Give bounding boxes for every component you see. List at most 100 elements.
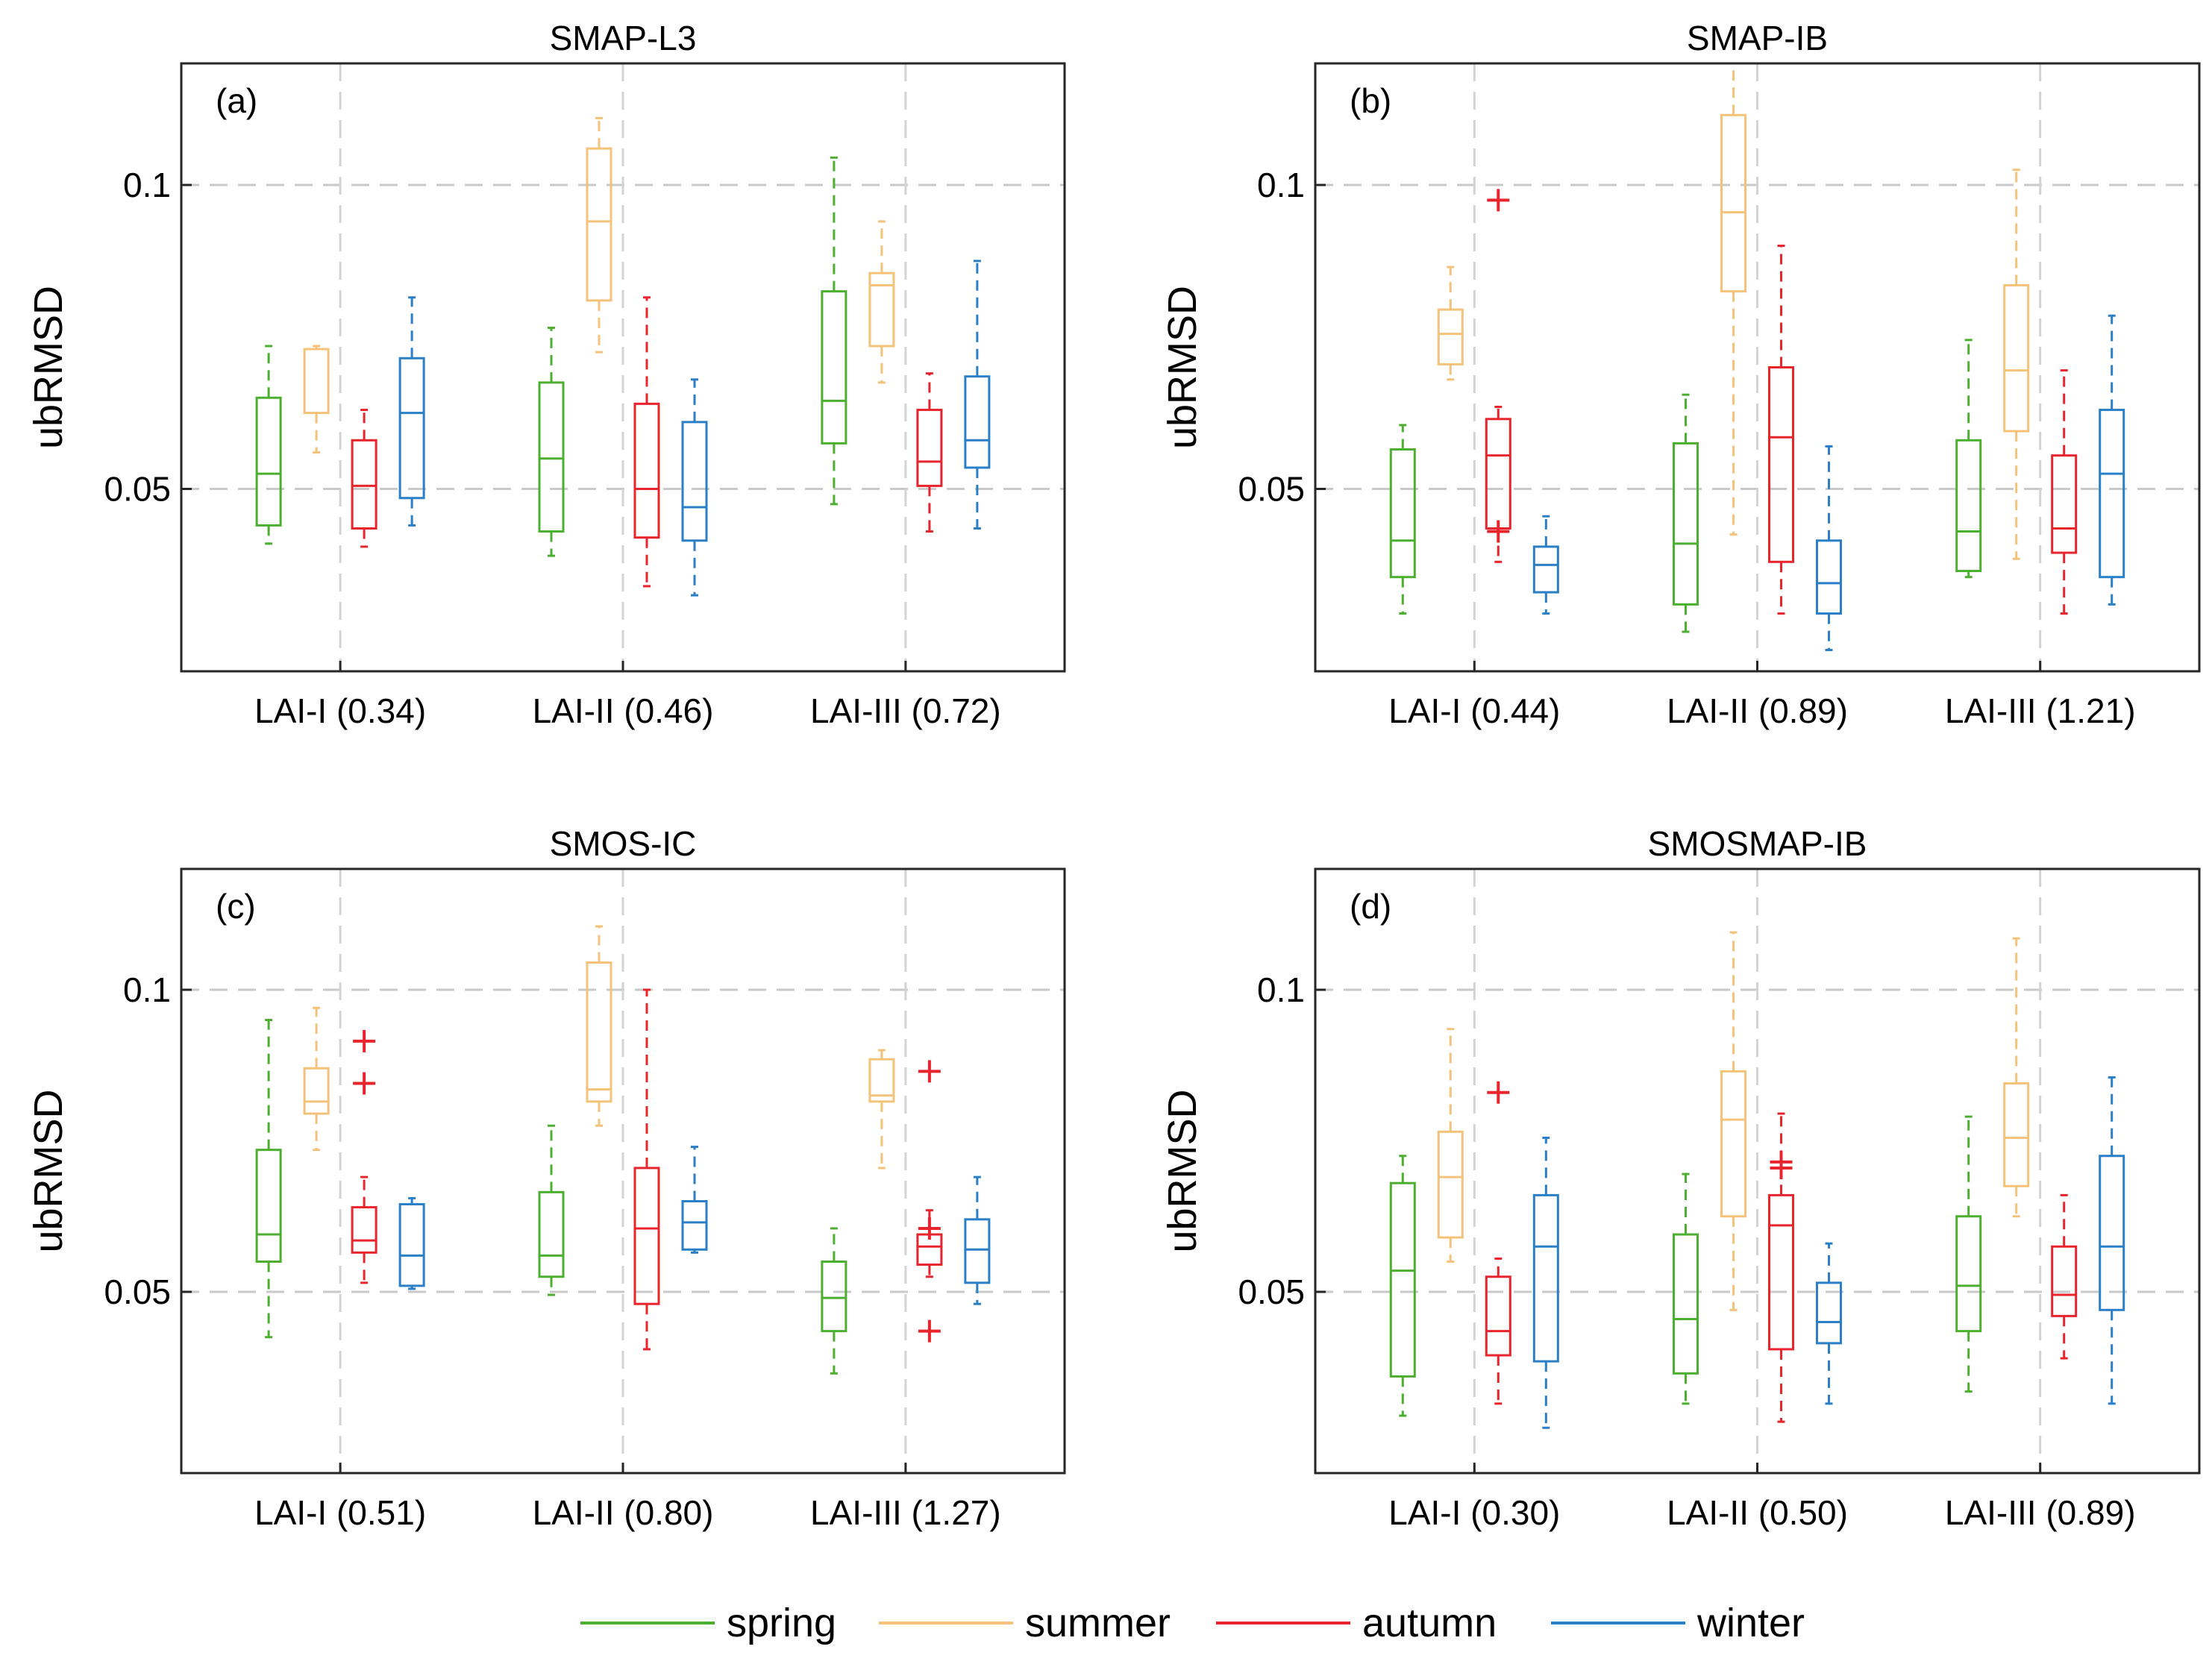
outlier-marker [918, 1060, 941, 1083]
box-autumn-1 [351, 409, 377, 548]
x-tick-label: LAI-I (0.30) [1388, 1493, 1560, 1532]
box-body [2099, 409, 2125, 579]
box-body [1485, 418, 1511, 530]
box-body [633, 1167, 660, 1305]
box-body [1532, 545, 1559, 594]
box-autumn-3 [2051, 369, 2078, 615]
box-summer-2 [586, 116, 612, 354]
box-body [2051, 454, 2078, 554]
legend-item-winter: winter [1551, 1601, 1805, 1645]
chart-panel-4: 0.05 0.1 LAI-I (0.30) LAI-II (0.50) LAI-III … [1160, 824, 2201, 1532]
box-autumn-2 [1768, 1112, 1794, 1423]
box-winter-2 [681, 378, 708, 597]
box-winter-2 [1816, 445, 1842, 651]
outlier-marker [1487, 189, 1510, 212]
box-body [351, 1206, 377, 1254]
box-body [398, 1203, 425, 1287]
box-winter-1 [398, 1196, 425, 1290]
box-body [1389, 448, 1416, 579]
box-winter-2 [1816, 1242, 1842, 1405]
box-body [1720, 113, 1746, 293]
panel-label: (d) [1350, 887, 1391, 926]
box-summer-3 [868, 220, 895, 384]
box-spring-3 [1955, 339, 1982, 579]
outlier-marker [1487, 1081, 1510, 1104]
box-body [538, 381, 565, 533]
box-winter-2 [681, 1146, 708, 1254]
outlier-marker [1770, 1150, 1793, 1173]
legend-label: summer [1025, 1601, 1171, 1645]
y-tick-label: 0.05 [104, 1272, 171, 1311]
outlier-marker [353, 1029, 376, 1052]
legend-label: winter [1696, 1601, 1805, 1645]
box-spring-3 [821, 156, 847, 506]
y-axis-label: ubRMSD [26, 286, 71, 449]
outlier-marker [353, 1072, 376, 1095]
box-spring-2 [538, 327, 565, 557]
panel-label: (b) [1350, 81, 1391, 120]
box-winter-3 [964, 1175, 991, 1305]
y-axis-label: ubRMSD [26, 1089, 71, 1252]
box-body [351, 439, 377, 530]
box-summer-2 [586, 925, 612, 1127]
box-body [1389, 1181, 1416, 1378]
x-tick-label: LAI-II (0.50) [1667, 1493, 1848, 1532]
box-summer-3 [2003, 937, 2030, 1218]
legend: spring summer autumn winter [580, 1601, 1805, 1645]
box-body [2099, 1155, 2125, 1311]
box-spring-2 [1673, 1173, 1699, 1405]
box-winter-1 [1532, 515, 1559, 615]
box-body [868, 1058, 895, 1103]
box-body [586, 147, 612, 302]
box-body [538, 1190, 565, 1278]
y-tick-label: 0.1 [1257, 166, 1305, 204]
y-tick-label: 0.1 [123, 166, 171, 204]
box-autumn-2 [633, 296, 660, 588]
box-winter-1 [398, 296, 425, 527]
box-body [255, 1149, 282, 1264]
box-body [1816, 1281, 1842, 1345]
box-spring-2 [1673, 393, 1699, 633]
box-autumn-3 [916, 1060, 943, 1343]
box-body [1673, 1233, 1699, 1375]
chart-panel-2: 0.05 0.1 LAI-I (0.44) LAI-II (0.89) LAI-III … [1160, 19, 2201, 730]
box-body [2051, 1245, 2078, 1317]
box-spring-1 [1389, 424, 1416, 615]
outlier-marker [918, 1319, 941, 1343]
y-tick-label: 0.05 [1238, 1272, 1305, 1311]
box-body [1673, 442, 1699, 606]
x-tick-label: LAI-I (0.44) [1388, 691, 1560, 730]
box-spring-1 [255, 1019, 282, 1339]
box-summer-2 [1720, 931, 1746, 1311]
y-tick-label: 0.05 [104, 470, 171, 509]
box-summer-1 [1437, 266, 1464, 381]
box-body [916, 409, 943, 487]
box-body [964, 375, 991, 469]
box-winter-3 [2099, 314, 2125, 606]
box-summer-1 [1437, 1028, 1464, 1263]
box-body [681, 421, 708, 542]
box-body [586, 961, 612, 1103]
box-summer-1 [303, 1006, 330, 1152]
box-winter-3 [964, 260, 991, 530]
box-body [1816, 539, 1842, 615]
box-autumn-1 [351, 1029, 377, 1284]
box-body [1437, 308, 1464, 365]
chart-panel-1: 0.05 0.1 LAI-I (0.34) LAI-II (0.46) LAI-III … [26, 19, 1066, 730]
box-spring-1 [255, 345, 282, 545]
box-body [964, 1218, 991, 1284]
box-body [1485, 1275, 1511, 1357]
box-body [1955, 1215, 1982, 1333]
box-body [1768, 1193, 1794, 1351]
box-body [868, 271, 895, 348]
box-spring-2 [538, 1124, 565, 1296]
chart-title: SMOS-IC [550, 824, 697, 863]
box-summer-3 [868, 1049, 895, 1170]
box-summer-1 [303, 345, 330, 454]
x-tick-label: LAI-III (1.21) [1945, 691, 2136, 730]
panel-label: (c) [216, 887, 256, 926]
chart-panel-3: 0.05 0.1 LAI-I (0.51) LAI-II (0.80) LAI-III … [26, 824, 1066, 1532]
box-body [1768, 366, 1794, 563]
box-body [303, 1067, 330, 1115]
box-body [1720, 1070, 1746, 1218]
